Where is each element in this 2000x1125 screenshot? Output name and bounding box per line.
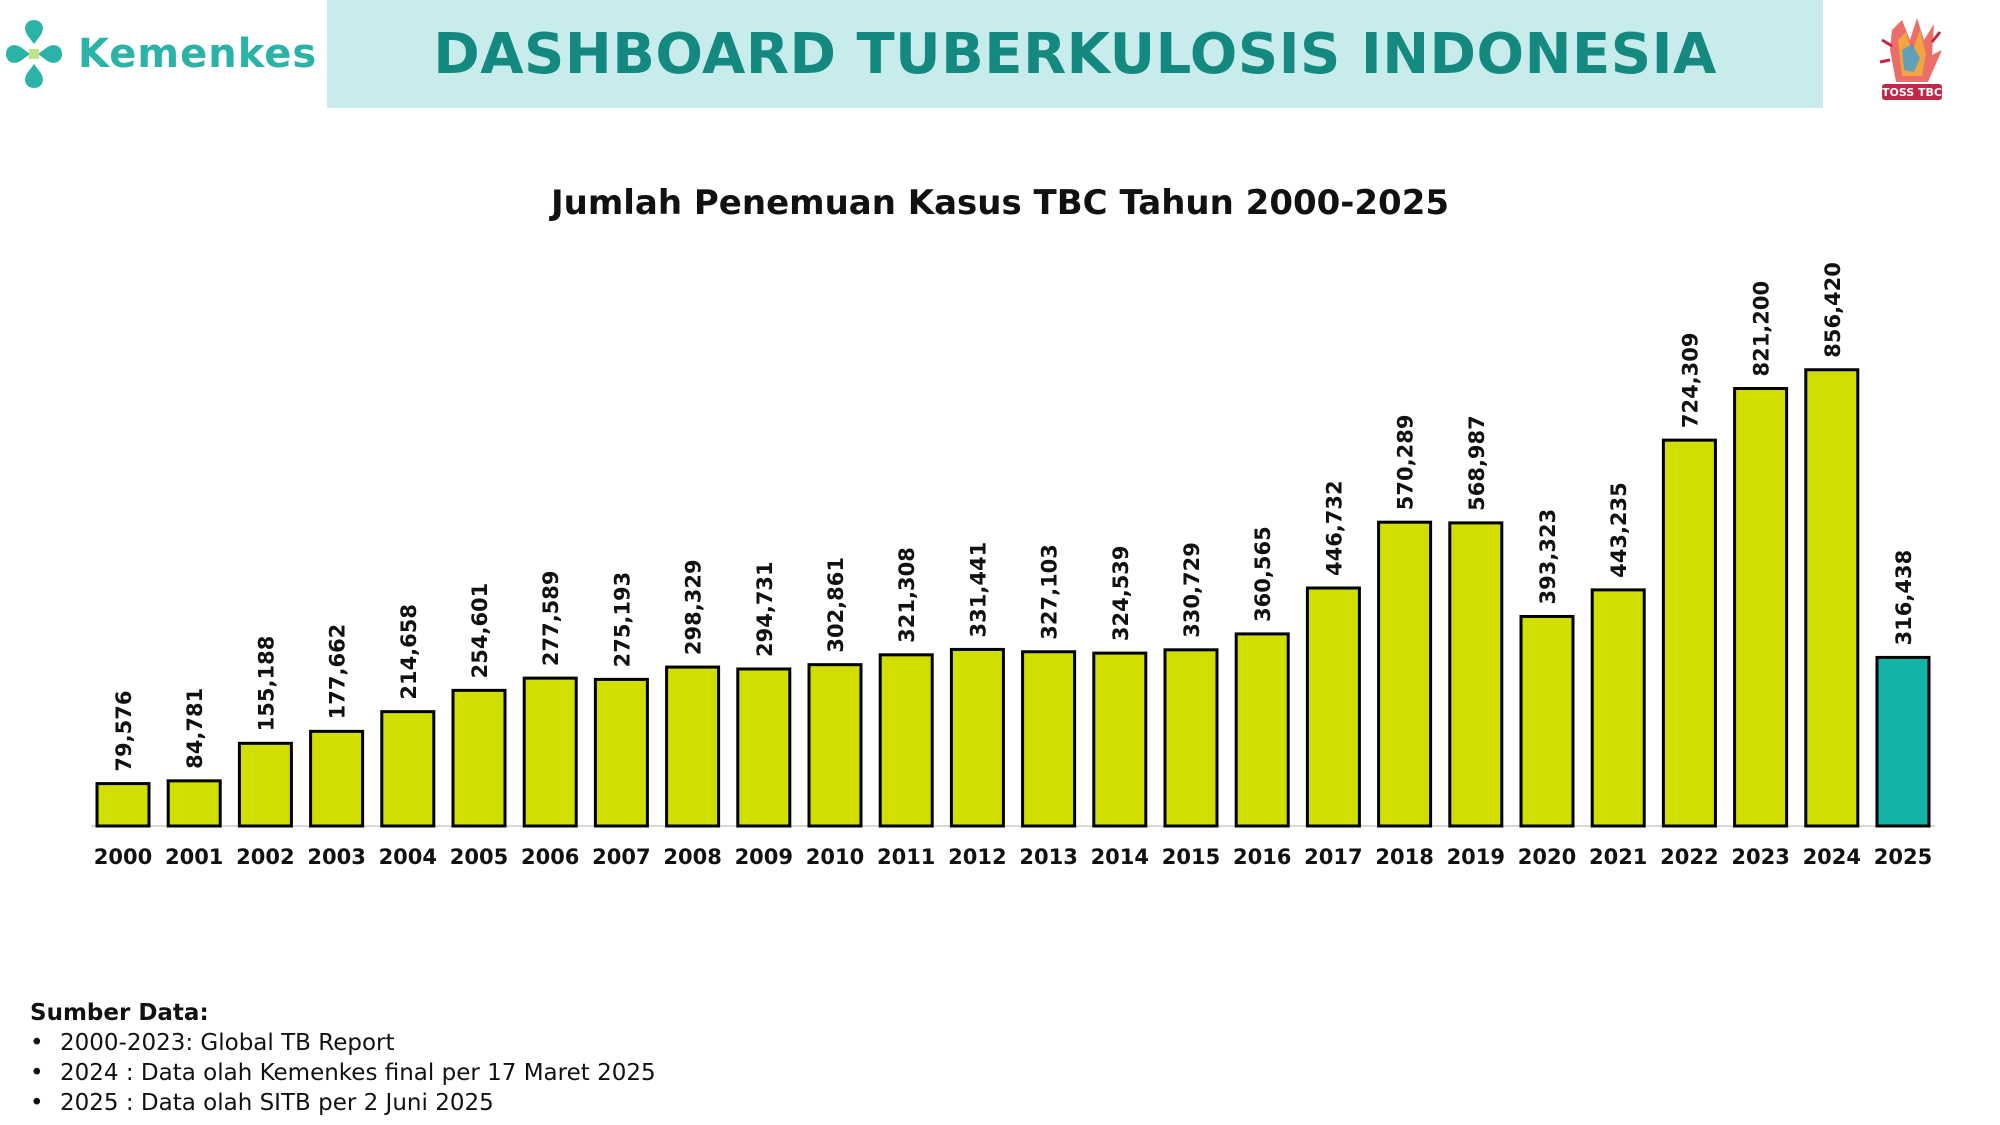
bar-2021 [1590, 588, 1646, 828]
x-tick-label-2025: 2025 [1874, 845, 1932, 869]
toss-tbc-hand-icon: TOSS TBC [1879, 18, 1942, 100]
bar-2002 [237, 741, 293, 828]
x-tick-label-2017: 2017 [1304, 845, 1362, 869]
sources-title: Sumber Data: [30, 1000, 209, 1026]
x-tick-label-2004: 2004 [379, 845, 437, 869]
source-item-text: 2025 : Data olah SITB per 2 Juni 2025 [60, 1090, 494, 1116]
x-tick-label-2016: 2016 [1233, 845, 1291, 869]
bar-2000 [95, 782, 151, 828]
bullet-icon: • [30, 1060, 44, 1086]
x-tick-label-2001: 2001 [165, 845, 223, 869]
bar-2001 [166, 779, 222, 828]
data-label-2012: 331,441 [966, 542, 990, 638]
x-tick-label-2020: 2020 [1518, 845, 1576, 869]
bar-chart: 79,576 2000 84,781 2001 155,188 2002 177,662 20… [91, 262, 1935, 869]
bar-2023 [1733, 387, 1789, 828]
kemenkes-emblem-icon [6, 20, 62, 88]
x-tick-label-2022: 2022 [1660, 845, 1718, 869]
bullet-icon: • [30, 1090, 44, 1116]
source-item: • 2024 : Data olah Kemenkes final per 17… [30, 1058, 656, 1088]
data-label-2020: 393,323 [1536, 509, 1560, 605]
x-tick-label-2003: 2003 [307, 845, 365, 869]
data-label-2007: 275,193 [610, 572, 634, 668]
x-tick-label-2000: 2000 [94, 845, 152, 869]
x-tick-label-2010: 2010 [806, 845, 864, 869]
toss-tbc-logo: TOSS TBC [1862, 10, 1962, 110]
data-label-2017: 446,732 [1322, 480, 1346, 576]
bar-2006 [522, 676, 578, 828]
bar-2025 [1875, 655, 1931, 828]
bar-2022 [1661, 438, 1717, 828]
data-label-2001: 84,781 [183, 688, 207, 769]
data-label-2000: 79,576 [112, 691, 136, 772]
x-tick-label-2019: 2019 [1447, 845, 1505, 869]
data-sources: Sumber Data: • 2000-2023: Global TB Repo… [30, 1000, 656, 1118]
bar-2018 [1377, 520, 1433, 828]
bar-2007 [593, 677, 649, 828]
data-label-2010: 302,861 [824, 557, 848, 653]
x-tick-label-2013: 2013 [1019, 845, 1077, 869]
data-label-2009: 294,731 [753, 561, 777, 657]
bar-2024 [1804, 368, 1860, 828]
bar-2011 [878, 653, 934, 828]
bar-2004 [380, 710, 436, 828]
data-label-2023: 821,200 [1750, 281, 1774, 377]
source-item-text: 2024 : Data olah Kemenkes final per 17 M… [60, 1060, 656, 1086]
bar-2014 [1092, 651, 1148, 828]
data-label-2018: 570,289 [1394, 415, 1418, 511]
data-label-2008: 298,329 [682, 559, 706, 655]
kemenkes-logo: Kemenkes [2, 14, 317, 94]
data-label-2013: 327,103 [1038, 544, 1062, 640]
toss-tbc-logo-text: TOSS TBC [1882, 86, 1942, 99]
data-label-2014: 324,539 [1109, 545, 1133, 641]
data-label-2025: 316,438 [1892, 550, 1916, 646]
source-item: • 2025 : Data olah SITB per 2 Juni 2025 [30, 1088, 656, 1118]
bar-2019 [1448, 521, 1504, 828]
x-tick-label-2021: 2021 [1589, 845, 1647, 869]
bar-2010 [807, 663, 863, 828]
data-label-2024: 856,420 [1821, 262, 1845, 358]
bar-2008 [665, 665, 721, 828]
page-title: DASHBOARD TUBERKULOSIS INDONESIA [433, 21, 1717, 87]
x-tick-label-2018: 2018 [1375, 845, 1433, 869]
data-label-2002: 155,188 [254, 636, 278, 732]
x-tick-label-2012: 2012 [948, 845, 1006, 869]
x-tick-label-2007: 2007 [592, 845, 650, 869]
data-label-2004: 214,658 [397, 604, 421, 700]
source-item-text: 2000-2023: Global TB Report [60, 1030, 395, 1056]
bar-2017 [1305, 586, 1361, 828]
data-label-2016: 360,565 [1251, 526, 1275, 622]
bar-2016 [1234, 632, 1290, 828]
bar-2009 [736, 667, 792, 828]
x-tick-label-2014: 2014 [1091, 845, 1149, 869]
x-tick-label-2008: 2008 [663, 845, 721, 869]
data-label-2011: 321,308 [895, 547, 919, 643]
data-label-2021: 443,235 [1607, 482, 1631, 578]
x-tick-label-2006: 2006 [521, 845, 579, 869]
bar-2005 [451, 688, 507, 828]
x-tick-label-2024: 2024 [1803, 845, 1861, 869]
x-tick-label-2015: 2015 [1162, 845, 1220, 869]
bullet-icon: • [30, 1030, 44, 1056]
bar-2015 [1163, 648, 1219, 828]
chart-title: Jumlah Penemuan Kasus TBC Tahun 2000-202… [550, 183, 1450, 223]
bar-2003 [309, 729, 365, 828]
x-tick-label-2023: 2023 [1731, 845, 1789, 869]
x-tick-label-2002: 2002 [236, 845, 294, 869]
source-item: • 2000-2023: Global TB Report [30, 1028, 656, 1058]
data-label-2015: 330,729 [1180, 542, 1204, 638]
x-tick-label-2005: 2005 [450, 845, 508, 869]
data-label-2005: 254,601 [468, 583, 492, 679]
data-label-2003: 177,662 [326, 624, 350, 720]
data-label-2006: 277,589 [539, 570, 563, 666]
x-tick-label-2009: 2009 [735, 845, 793, 869]
header-band: DASHBOARD TUBERKULOSIS INDONESIA [327, 0, 1823, 108]
bar-2020 [1519, 614, 1575, 828]
x-tick-label-2011: 2011 [877, 845, 935, 869]
bar-2013 [1021, 650, 1077, 828]
brand-name: Kemenkes [78, 31, 318, 77]
data-label-2022: 724,309 [1678, 332, 1702, 428]
bar-2012 [949, 647, 1005, 828]
data-label-2019: 568,987 [1465, 415, 1489, 511]
